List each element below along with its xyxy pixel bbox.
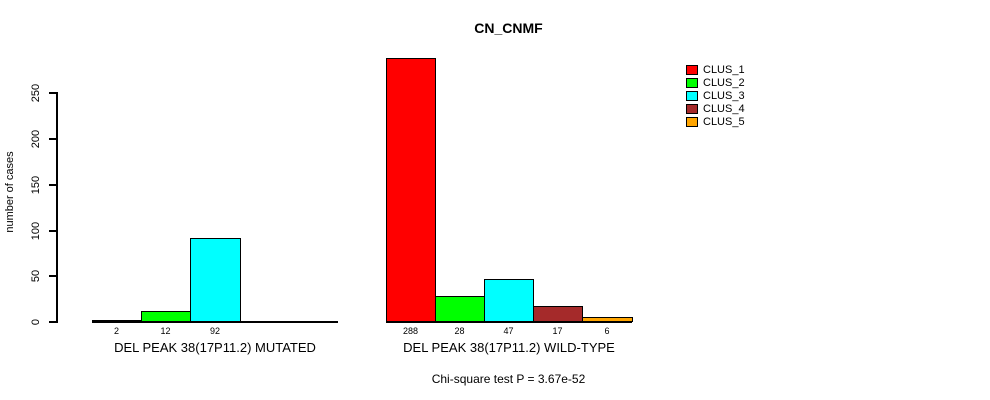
- y-axis-tick: [49, 183, 56, 186]
- y-axis-tick: [49, 229, 56, 232]
- y-axis-title: number of cases: [4, 151, 16, 233]
- bar-clus_1-group1: [92, 320, 142, 322]
- legend-swatch-clus_5: [686, 117, 698, 127]
- y-axis-tick: [49, 92, 56, 95]
- y-axis-tick: [49, 275, 56, 278]
- y-axis-tick-label: 250: [30, 84, 42, 103]
- legend-label: CLUS_1: [703, 64, 745, 76]
- bar-value-label: 288: [402, 326, 419, 336]
- legend-label: CLUS_3: [703, 90, 745, 102]
- y-axis-tick-label: 50: [30, 270, 42, 283]
- legend-item-clus_3: CLUS_3: [686, 90, 745, 102]
- chart-title: CN_CNMF: [474, 20, 543, 36]
- y-axis-tick-label: 150: [30, 175, 42, 194]
- legend-swatch-clus_2: [686, 78, 698, 88]
- legend: CLUS_1 CLUS_2 CLUS_3 CLUS_4 CLUS_5: [686, 64, 745, 128]
- bar-value-label: 47: [503, 326, 514, 336]
- bar-clus_3-group2: [484, 279, 534, 322]
- bar-clus_3-group1: [190, 238, 241, 322]
- bar-clus_2-group2: [435, 296, 485, 322]
- bar-value-label: 2: [113, 326, 119, 336]
- legend-label: CLUS_2: [703, 77, 745, 89]
- legend-label: CLUS_5: [703, 116, 745, 128]
- group-baseline: [92, 321, 338, 323]
- group-label: DEL PEAK 38(17P11.2) MUTATED: [114, 340, 316, 355]
- y-axis-line: [56, 92, 58, 323]
- legend-item-clus_5: CLUS_5: [686, 116, 745, 128]
- y-axis-tick-label: 0: [30, 318, 42, 326]
- bar-clus_1-group2: [386, 58, 436, 322]
- bar-value-label: 6: [604, 326, 610, 336]
- chi-square-annotation: Chi-square test P = 3.67e-52: [431, 372, 586, 386]
- legend-label: CLUS_4: [703, 103, 745, 115]
- bar-value-label: 28: [454, 326, 465, 336]
- legend-item-clus_1: CLUS_1: [686, 64, 745, 76]
- y-axis-tick: [49, 321, 56, 323]
- legend-swatch-clus_3: [686, 91, 698, 101]
- bar-value-label: 12: [160, 326, 171, 336]
- y-axis-tick: [49, 138, 56, 140]
- legend-swatch-clus_4: [686, 104, 698, 114]
- legend-item-clus_2: CLUS_2: [686, 77, 745, 89]
- y-axis-tick-label: 200: [30, 129, 42, 149]
- bar-clus_5-group2: [582, 317, 633, 322]
- group-label: DEL PEAK 38(17P11.2) WILD-TYPE: [403, 340, 615, 355]
- bar-value-label: 92: [209, 326, 220, 336]
- bar-clus_2-group1: [141, 311, 191, 322]
- group-baseline: [386, 321, 632, 323]
- legend-item-clus_4: CLUS_4: [686, 103, 745, 115]
- bar-clus_4-group2: [533, 306, 583, 322]
- y-axis-tick-label: 100: [30, 221, 42, 240]
- bar-value-label: 17: [552, 326, 563, 336]
- legend-swatch-clus_1: [686, 65, 698, 75]
